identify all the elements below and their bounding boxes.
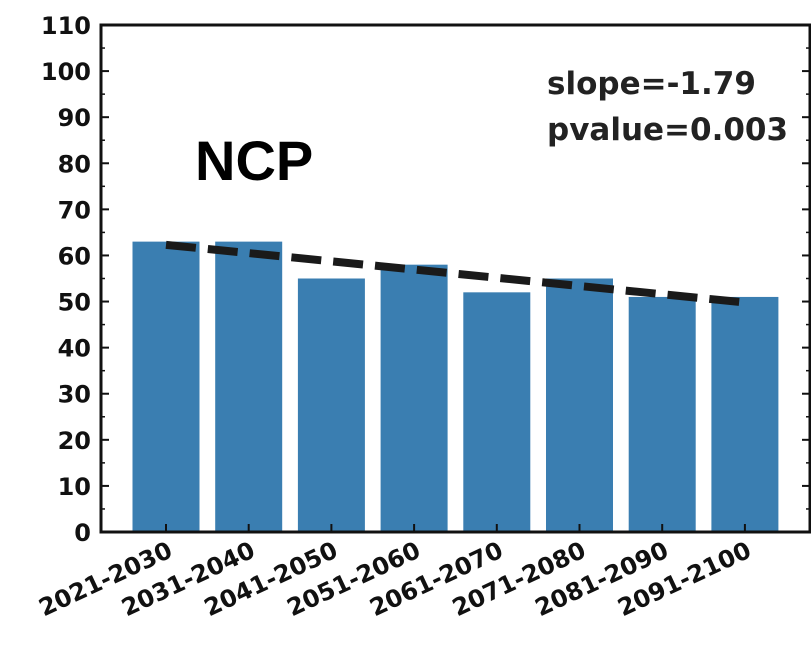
plot-frame [99, 23, 811, 534]
bar-2031-2040 [215, 241, 283, 533]
bar-2041-2050 [297, 278, 365, 532]
y-tick-label: 100 [41, 58, 91, 86]
bars-group [132, 241, 779, 533]
x-axis: 2021-20302031-20402041-20502051-20602061… [35, 524, 755, 622]
y-tick-label: 60 [58, 242, 91, 270]
pvalue-label: pvalue=0.003 [547, 112, 788, 148]
bar-2061-2070 [463, 292, 531, 532]
trend-line [165, 240, 746, 307]
y-tick-label: 110 [41, 12, 91, 40]
bar-2051-2060 [380, 264, 448, 532]
y-tick-label: 10 [58, 473, 91, 501]
y-tick-label: 50 [58, 289, 91, 317]
y-tick-label: 80 [58, 150, 91, 178]
slope-label: slope=-1.79 [547, 66, 756, 102]
y-tick-label: 70 [58, 196, 91, 224]
y-axis: 0 10 20 30 40 50 60 70 80 90 100 110 [41, 12, 810, 547]
bar-2091-2100 [711, 296, 779, 532]
y-tick-label: 40 [58, 335, 91, 363]
bar-2081-2090 [628, 296, 696, 532]
bar-2071-2080 [546, 278, 613, 532]
bar-2021-2030 [132, 241, 200, 533]
y-tick-label: 30 [58, 381, 91, 409]
y-tick-label: 90 [58, 104, 91, 132]
y-tick-label: 20 [58, 427, 91, 455]
y-tick-label: 0 [74, 519, 91, 547]
region-label: NCP [195, 129, 313, 192]
